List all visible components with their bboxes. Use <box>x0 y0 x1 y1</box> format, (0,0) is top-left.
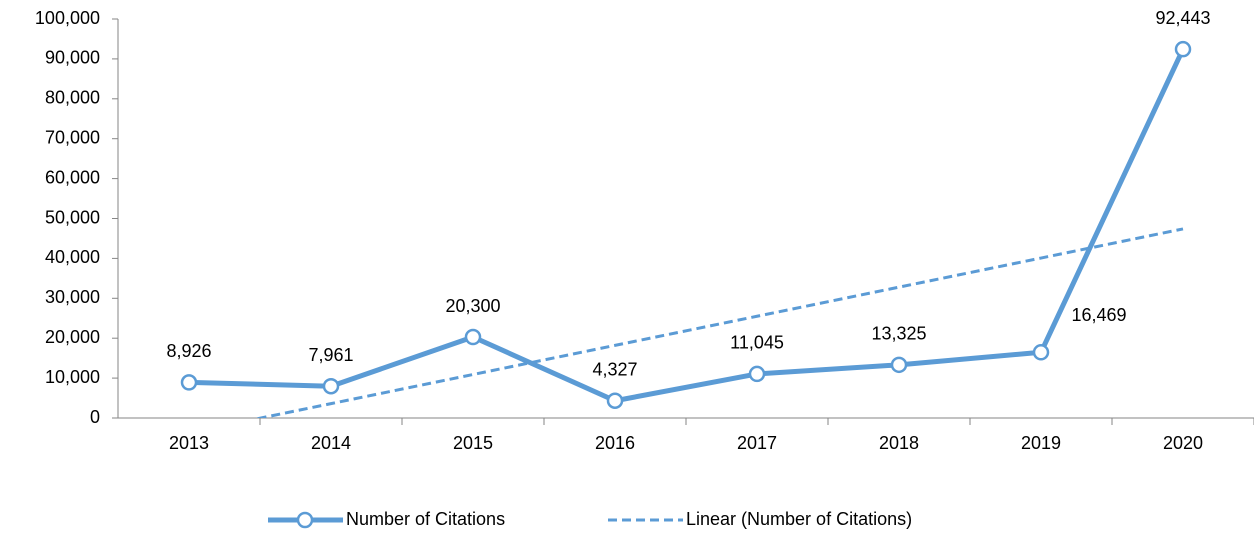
marker <box>748 365 766 383</box>
marker <box>464 328 482 346</box>
y-tick-label: 10,000 <box>45 367 100 387</box>
x-tick-label: 2018 <box>879 433 919 453</box>
x-tick-label: 2014 <box>311 433 351 453</box>
y-tick-label: 50,000 <box>45 207 100 227</box>
data-label: 16,469 <box>1071 305 1126 325</box>
x-tick-label: 2020 <box>1163 433 1203 453</box>
series-line <box>188 48 1186 404</box>
y-tick-label: 20,000 <box>45 327 100 347</box>
x-tick-label: 2016 <box>595 433 635 453</box>
marker <box>606 392 624 409</box>
x-tick-label: 2013 <box>169 433 209 453</box>
x-tick-label: 2015 <box>453 433 493 453</box>
data-label: 4,327 <box>592 359 637 379</box>
legend-label: Number of Citations <box>346 509 505 529</box>
legend-label: Linear (Number of Citations) <box>686 509 912 529</box>
data-label: 92,443 <box>1155 8 1210 28</box>
data-label: 20,300 <box>445 296 500 316</box>
y-tick-label: 70,000 <box>45 127 100 147</box>
y-tick-label: 100,000 <box>35 8 100 28</box>
y-tick-label: 0 <box>90 407 100 427</box>
data-label: 8,926 <box>166 341 211 361</box>
marker <box>1032 344 1050 361</box>
data-label: 7,961 <box>308 345 353 365</box>
marker <box>1174 40 1192 58</box>
trendline <box>253 227 1184 418</box>
y-tick-label: 80,000 <box>45 88 100 108</box>
y-tick-label: 90,000 <box>45 48 100 68</box>
data-label: 11,045 <box>730 333 784 353</box>
plot-area <box>253 227 1184 418</box>
data-label: 13,325 <box>871 324 926 344</box>
marker <box>322 377 340 395</box>
y-tick-label: 30,000 <box>45 287 100 307</box>
x-tick-label: 2017 <box>737 433 777 453</box>
legend-marker <box>296 511 314 529</box>
x-tick-label: 2019 <box>1021 433 1061 453</box>
y-tick-label: 60,000 <box>45 167 100 187</box>
marker <box>890 356 908 374</box>
marker <box>180 374 198 391</box>
y-tick-label: 40,000 <box>45 247 100 267</box>
